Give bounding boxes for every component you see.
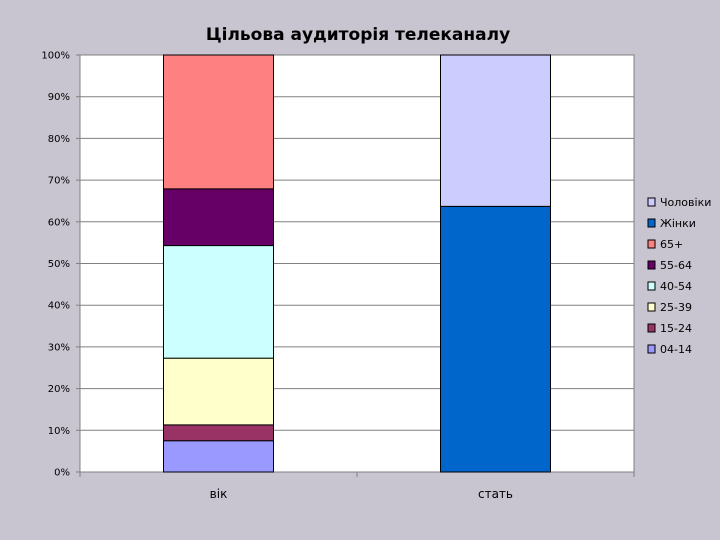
legend-label: 04-14 [660,343,692,356]
x-category-label: стать [478,487,513,501]
legend-label: 65+ [660,238,683,251]
y-tick-label: 10% [48,426,70,437]
x-category-label: вік [210,487,228,501]
legend-swatch [647,323,656,333]
bar-segment [440,54,551,207]
y-tick-label: 20% [48,384,70,395]
bar-segment [440,205,551,473]
legend-label: 55-64 [660,259,692,272]
bar-segment [163,440,274,473]
bar-segment [163,188,274,247]
legend-swatch [647,218,656,228]
legend-swatch [647,239,656,249]
y-tick-label: 40% [48,301,70,312]
chart-title: Цільова аудиторія телеканалу [206,25,510,45]
bar-segment [163,54,274,190]
y-tick-label: 80% [48,134,70,145]
bar-segment [163,245,274,359]
legend-swatch [647,281,656,291]
legend-label: Жінки [660,217,696,230]
bar-segment [163,357,274,426]
legend-label: Чоловіки [660,196,711,209]
y-tick-label: 50% [48,259,70,270]
y-tick-label: 90% [48,92,70,103]
legend-swatch [647,344,656,354]
legend-swatch [647,197,656,207]
y-tick-label: 30% [48,342,70,353]
legend-swatch [647,260,656,270]
legend-label: 40-54 [660,280,692,293]
y-tick-label: 60% [48,217,70,228]
legend-label: 15-24 [660,322,692,335]
y-tick-label: 70% [48,176,70,187]
bar-segment [163,424,274,442]
y-tick-label: 100% [41,51,70,62]
legend-swatch [647,302,656,312]
legend-label: 25-39 [660,301,692,314]
y-tick-label: 0% [54,468,70,479]
